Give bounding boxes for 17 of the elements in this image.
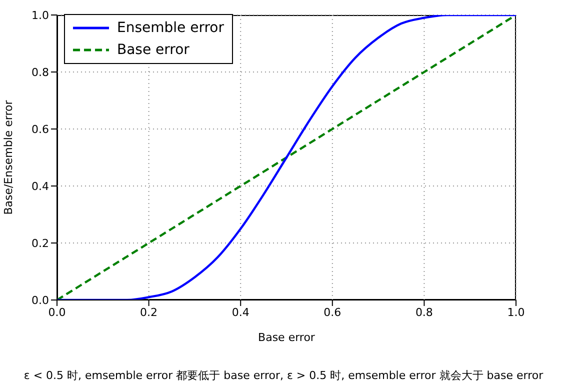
x-tick-label: 1.0 [507,306,525,319]
y-tick-label: 0.8 [32,66,49,79]
y-tick-label: 0.4 [32,180,49,193]
x-tick-label: 0.2 [140,306,158,319]
legend-label: Base error [117,41,190,60]
x-tick-label: 0.6 [324,306,342,319]
y-tick-label: 1.0 [32,8,49,22]
x-tick-label: 0.4 [232,306,250,319]
y-tick-label: 0.6 [32,122,49,136]
x-tick-label: 0.8 [415,306,433,319]
x-tick-label: 0.0 [48,306,66,319]
y-tick-label: 0.2 [32,236,49,250]
y-tick-label: 0.0 [32,294,49,307]
text: ε < 0.5 时, emsemble error 都要低于 base error, ε > 0.5 时, emsemble error 就会大于 base error [22,368,544,383]
y-axis-title: Base/Ensemble error [2,100,15,215]
legend-label: Ensemble error [117,19,224,38]
x-axis-title: Base error [258,331,316,344]
